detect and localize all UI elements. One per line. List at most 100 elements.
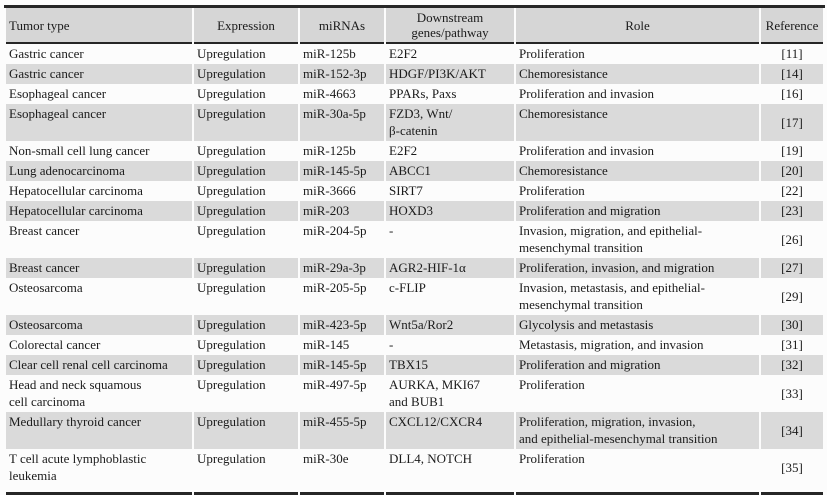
cell-mirna: miR-423-5p: [300, 315, 384, 335]
cell-mirna: miR-4663: [303, 86, 356, 101]
cell-tumor-type: Gastric cancer: [6, 64, 192, 84]
col-header-role: Role: [516, 8, 759, 44]
cell-mirna: miR-455-5p: [300, 412, 384, 449]
cell-tumor-type: Clear cell renal cell carcinoma: [6, 355, 192, 375]
cell-downstream-genes: TBX15: [386, 355, 514, 375]
cell-expression: Upregulation: [197, 86, 266, 101]
cell-reference: [23]: [761, 201, 823, 221]
cell-mirna: miR-30a-5p: [300, 104, 384, 141]
cell-reference: [29]: [781, 288, 803, 304]
col-header-reference: Reference: [761, 8, 823, 44]
cell-expression: Upregulation: [197, 223, 266, 238]
cell-expression: Upregulation: [194, 161, 298, 181]
cell-downstream-genes: DLL4, NOTCH: [386, 449, 514, 495]
cell-reference: [16]: [781, 86, 803, 101]
cell-expression: Upregulation: [197, 46, 266, 61]
cell-mirna: miR-497-5p: [303, 377, 367, 392]
table-row: T cell acute lymphoblastic leukemia Upreg…: [6, 449, 823, 495]
table-row: Gastric cancer Upregulation miR-125b E2F2 Pr…: [6, 44, 823, 64]
table-row: Clear cell renal cell carcinoma Upregulat…: [6, 355, 823, 375]
cell-tumor-type: Hepatocellular carcinoma: [6, 201, 192, 221]
cell-mirna: miR-30e: [300, 449, 384, 495]
cell-reference: [35]: [761, 449, 823, 495]
cell-expression: Upregulation: [194, 449, 298, 495]
table-row: Osteosarcoma Upregulation miR-205-5p c-FLIP…: [6, 278, 823, 315]
table-row: Lung adenocarcinoma Upregulation miR-145-5…: [6, 161, 823, 181]
cell-role: Proliferation and invasion: [519, 86, 655, 101]
cell-downstream-genes: ABCC1: [386, 161, 514, 181]
table-row: Non-small cell lung cancer Upregulation mi…: [6, 141, 823, 161]
cell-mirna: miR-125b: [303, 46, 356, 61]
table-row: Gastric cancer Upregulation miR-152-3p HDGF…: [6, 64, 823, 84]
cell-expression: Upregulation: [194, 64, 298, 84]
cell-downstream-genes: FZD3, Wnt/ β-catenin: [386, 104, 514, 141]
cell-mirna: miR-203: [300, 201, 384, 221]
cell-role: Glycolysis and metastasis: [516, 315, 759, 335]
cell-tumor-type: Non-small cell lung cancer: [9, 143, 150, 158]
table-row: Esophageal cancer Upregulation miR-4663 PPA…: [6, 84, 823, 104]
table-row: Head and neck squamous cell carcinoma Upr…: [6, 375, 823, 412]
cell-downstream-genes: CXCL12/CXCR4: [386, 412, 514, 449]
cell-mirna: miR-145: [303, 337, 350, 352]
cell-tumor-type: Lung adenocarcinoma: [6, 161, 192, 181]
cell-tumor-type: Colorectal cancer: [9, 337, 101, 352]
cell-reference: [19]: [781, 143, 803, 158]
cell-role: Proliferation, migration, invasion, and …: [516, 412, 759, 449]
cell-tumor-type: Osteosarcoma: [9, 280, 83, 295]
cell-role: Proliferation and invasion: [519, 143, 655, 158]
cell-tumor-type: Head and neck squamous cell carcinoma: [9, 377, 142, 409]
cell-reference: [26]: [781, 231, 803, 247]
table-row: Medullary thyroid cancer Upregulation miR-…: [6, 412, 823, 449]
cell-mirna: miR-3666: [303, 183, 356, 198]
cell-expression: Upregulation: [197, 377, 266, 392]
cell-role: Proliferation, invasion, and migration: [516, 258, 759, 278]
cell-downstream-genes: AURKA, MKI67 and BUB1: [389, 377, 480, 409]
cell-tumor-type: Breast cancer: [6, 258, 192, 278]
cell-downstream-genes: -: [389, 223, 394, 238]
cell-role: Proliferation and migration: [516, 201, 759, 221]
col-header-expression: Expression: [194, 8, 298, 44]
cell-reference: [17]: [761, 104, 823, 141]
cell-reference: [14]: [761, 64, 823, 84]
cell-role: Proliferation: [519, 377, 585, 392]
cell-downstream-genes: HDGF/PI3K/AKT: [386, 64, 514, 84]
cell-role: Proliferation: [516, 449, 759, 495]
cell-reference: [34]: [761, 412, 823, 449]
cell-expression: Upregulation: [194, 412, 298, 449]
cell-role: Proliferation and migration: [516, 355, 759, 375]
table-row: Breast cancer Upregulation miR-204-5p - Inva…: [6, 221, 823, 258]
header-row: Tumor type Expression miRNAs Downstream …: [6, 8, 823, 44]
cell-role: Metastasis, migration, and invasion: [519, 337, 704, 352]
cell-tumor-type: Esophageal cancer: [9, 86, 107, 101]
cell-downstream-genes: PPARs, Paxs: [389, 86, 457, 101]
cell-downstream-genes: c-FLIP: [389, 280, 426, 295]
cell-role: Chemoresistance: [516, 64, 759, 84]
col-header-tumor-type: Tumor type: [6, 8, 192, 44]
cell-reference: [32]: [761, 355, 823, 375]
cell-mirna: miR-125b: [303, 143, 356, 158]
cell-expression: Upregulation: [197, 143, 266, 158]
cell-mirna: miR-152-3p: [300, 64, 384, 84]
cell-role: Proliferation: [519, 46, 585, 61]
cell-expression: Upregulation: [197, 337, 266, 352]
cell-mirna: miR-145-5p: [300, 161, 384, 181]
table-row: Hepatocellular carcinoma Upregulation miR-…: [6, 201, 823, 221]
cell-role: Chemoresistance: [516, 161, 759, 181]
cell-tumor-type: Breast cancer: [9, 223, 80, 238]
cell-tumor-type: Medullary thyroid cancer: [6, 412, 192, 449]
table-row: Colorectal cancer Upregulation miR-145 - Met…: [6, 335, 823, 355]
cell-tumor-type: Gastric cancer: [9, 46, 84, 61]
col-header-downstream: Downstream genes/pathway: [386, 8, 514, 44]
cell-reference: [33]: [781, 385, 803, 401]
cell-downstream-genes: E2F2: [389, 143, 418, 158]
cell-reference: [22]: [781, 183, 803, 198]
cell-downstream-genes: HOXD3: [386, 201, 514, 221]
table-row: Esophageal cancer Upregulation miR-30a-5p F…: [6, 104, 823, 141]
cell-role: Invasion, migration, and epithelial- mes…: [519, 223, 703, 255]
cell-expression: Upregulation: [194, 355, 298, 375]
cell-mirna: miR-205-5p: [303, 280, 367, 295]
cell-mirna: miR-204-5p: [303, 223, 367, 238]
cell-tumor-type: Esophageal cancer: [6, 104, 192, 141]
table-row: Breast cancer Upregulation miR-29a-3p AGR2-…: [6, 258, 823, 278]
